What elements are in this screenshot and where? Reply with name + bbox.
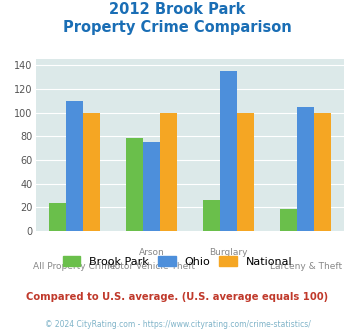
Legend: Brook Park, Ohio, National: Brook Park, Ohio, National <box>62 256 293 267</box>
Text: © 2024 CityRating.com - https://www.cityrating.com/crime-statistics/: © 2024 CityRating.com - https://www.city… <box>45 320 310 329</box>
Bar <box>203 200 220 231</box>
Bar <box>280 209 297 231</box>
Bar <box>66 101 83 231</box>
Text: Property Crime Comparison: Property Crime Comparison <box>63 20 292 35</box>
Text: Burglary: Burglary <box>209 248 248 257</box>
Bar <box>126 138 143 231</box>
Bar <box>314 113 331 231</box>
Text: All Property Crime: All Property Crime <box>33 262 115 271</box>
Bar <box>237 113 254 231</box>
Bar <box>49 203 66 231</box>
Bar <box>160 113 177 231</box>
Bar <box>143 142 160 231</box>
Text: Motor Vehicle Theft: Motor Vehicle Theft <box>107 262 195 271</box>
Text: Larceny & Theft: Larceny & Theft <box>270 262 342 271</box>
Text: Compared to U.S. average. (U.S. average equals 100): Compared to U.S. average. (U.S. average … <box>26 292 329 302</box>
Bar <box>220 71 237 231</box>
Text: 2012 Brook Park: 2012 Brook Park <box>109 2 246 16</box>
Text: Arson: Arson <box>138 248 164 257</box>
Bar <box>297 107 314 231</box>
Bar <box>83 113 100 231</box>
